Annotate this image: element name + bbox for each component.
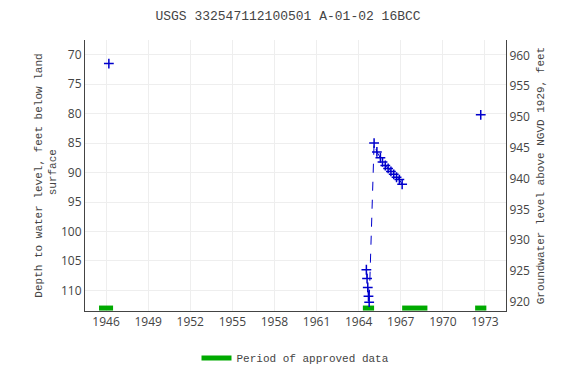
svg-text:75: 75: [68, 75, 82, 92]
svg-text:1967: 1967: [387, 313, 415, 330]
svg-text:960: 960: [509, 47, 530, 64]
svg-text:Groundwater level above NGVD 1: Groundwater level above NGVD 1929, feet: [535, 47, 547, 304]
svg-text:1964: 1964: [345, 313, 373, 330]
svg-text:Period of approved data: Period of approved data: [237, 353, 389, 365]
svg-text:1970: 1970: [429, 313, 457, 330]
svg-text:100: 100: [61, 223, 82, 240]
svg-text:950: 950: [509, 108, 530, 125]
svg-text:945: 945: [509, 139, 530, 156]
svg-text:920: 920: [509, 293, 530, 310]
svg-text:955: 955: [509, 77, 530, 94]
svg-text:940: 940: [509, 170, 530, 187]
svg-text:USGS 332547112100501 A-01-02 1: USGS 332547112100501 A-01-02 16BCC: [155, 9, 420, 24]
svg-text:1952: 1952: [177, 313, 205, 330]
svg-text:80: 80: [68, 105, 82, 122]
svg-text:85: 85: [68, 134, 82, 151]
svg-text:1955: 1955: [219, 313, 247, 330]
svg-text:1946: 1946: [92, 313, 120, 330]
svg-text:Depth to water level, feet bel: Depth to water level, feet below land su…: [33, 53, 59, 297]
svg-text:105: 105: [61, 252, 82, 269]
svg-text:1949: 1949: [134, 313, 162, 330]
svg-text:1973: 1973: [471, 313, 499, 330]
svg-text:70: 70: [68, 46, 82, 63]
svg-text:1958: 1958: [261, 313, 289, 330]
svg-text:95: 95: [68, 193, 82, 210]
svg-text:90: 90: [68, 164, 82, 181]
svg-text:1961: 1961: [303, 313, 330, 330]
svg-text:935: 935: [509, 201, 530, 218]
svg-text:110: 110: [61, 282, 82, 299]
svg-text:930: 930: [509, 231, 530, 248]
svg-text:925: 925: [509, 262, 530, 279]
